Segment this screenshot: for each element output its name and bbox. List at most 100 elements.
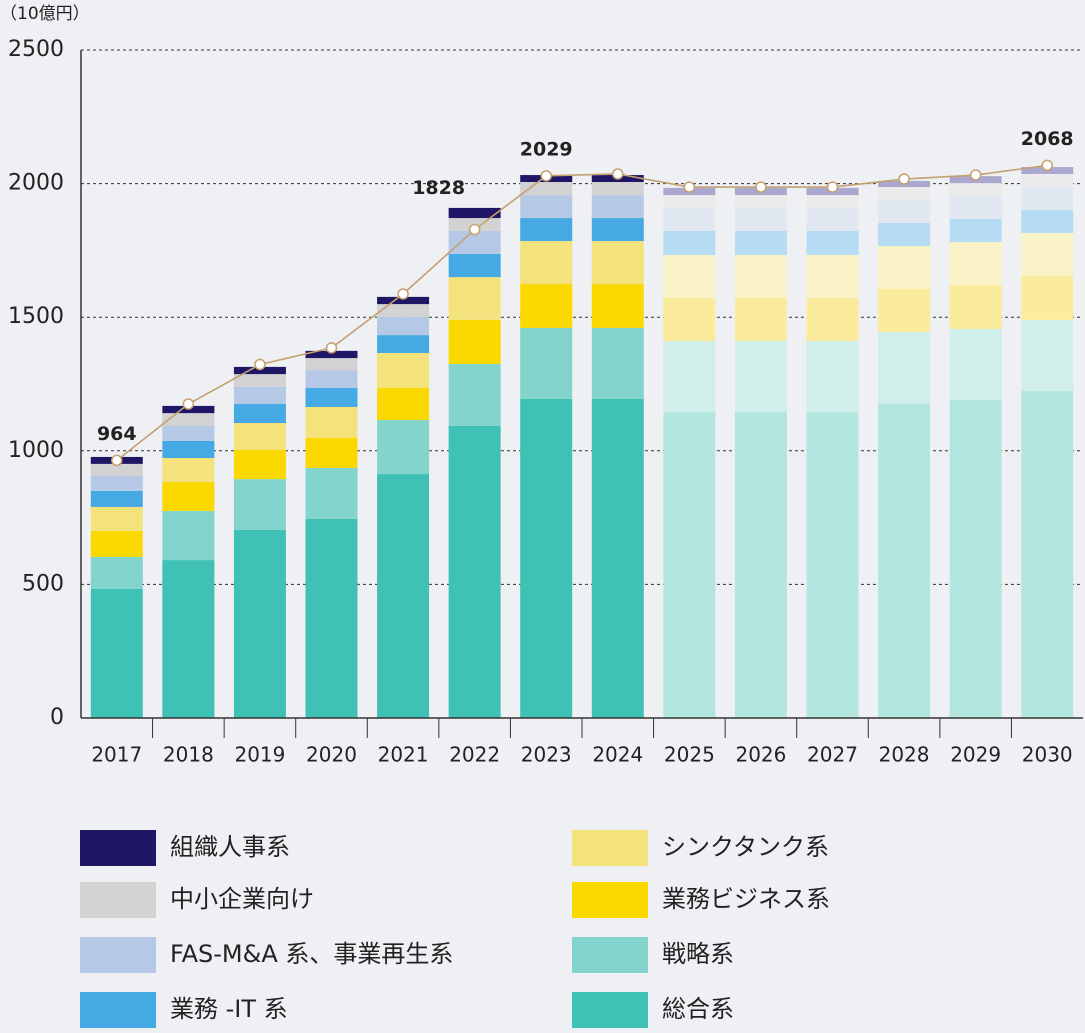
x-tick-label: 2024 [592,743,643,767]
bar-segment [233,529,286,718]
bar-segment [520,218,573,242]
x-tick-label: 2020 [306,743,357,767]
bar-segment [377,353,430,389]
bar-segment [1021,173,1074,188]
bar-segment [806,340,859,413]
line-point [325,342,338,354]
legend-label: 組織人事系 [170,833,290,861]
bar-segment [591,327,644,399]
bar-segment [806,297,859,341]
bar-segment [448,230,501,254]
bar-segment [377,316,430,336]
bar-segment [1021,319,1074,391]
bar-segment [663,297,716,341]
bar-segment [878,331,931,405]
bar-segment [520,398,573,718]
total-line [116,164,1048,462]
x-tick-label: 2019 [234,743,285,767]
x-tick-label: 2026 [735,743,786,767]
legend-swatch [80,992,156,1028]
legend-label: 業務ビジネス系 [662,885,830,913]
bar-segment [520,195,573,219]
bar-segment [377,296,430,305]
x-tick-label: 2028 [879,743,930,767]
bar-segment [734,412,787,718]
bar-segment [448,207,501,219]
bar-segment [949,328,1002,401]
bar-segment [734,254,787,298]
bar-segment [90,463,143,476]
bar-segment [878,288,931,332]
bar-segment [377,304,430,317]
bar-segment [591,218,644,242]
bar-segment [305,437,358,468]
y-tick-label: 1500 [8,304,64,329]
bar-segment [806,412,859,718]
bar-segment [233,366,286,375]
bar-segment [878,199,931,223]
bar-segment [949,183,1002,196]
legend-label: 中小企業向け [170,885,314,913]
x-tick-label: 2017 [91,743,142,767]
line-point [969,169,982,181]
line-point [1041,159,1053,172]
y-tick-label: 0 [50,705,64,730]
bar-segment [734,340,787,413]
bar-segment [162,440,215,459]
bar-segment [520,284,573,328]
line-point [683,181,696,193]
bar-segment [233,404,286,424]
bar-segment [591,241,644,285]
line-point [898,173,910,185]
legend-swatch [80,937,156,973]
x-tick-label: 2029 [950,743,1001,767]
bar-segment [90,588,143,718]
bar-segment [305,370,358,389]
x-tick-label: 2018 [163,743,214,767]
y-tick-label: 1000 [8,438,64,463]
bar-segment [806,207,859,231]
bar-segment [90,475,143,491]
bar-segment [949,218,1002,243]
bar-segment [663,195,716,208]
bar-segment [233,374,286,387]
bar-segment [305,388,358,407]
bar-segment [663,340,716,413]
bar-segment [734,297,787,341]
legend-swatch [572,937,648,973]
value-label: 1828 [412,177,465,199]
bar-segment [663,254,716,298]
x-tick-label: 2027 [807,743,858,767]
bar-segment [162,413,215,426]
line-point [612,168,624,180]
legend-swatch [572,992,648,1028]
x-tick-label: 2025 [664,743,715,767]
x-tick-label: 2023 [521,743,572,767]
line-point [540,170,552,182]
bar-segment [591,284,644,328]
bar-segment [305,406,358,438]
bar-segment [806,195,859,208]
bar-segment [90,530,143,557]
x-tick-label: 2022 [449,743,500,767]
bar-segment [377,335,430,354]
bar-segment [233,386,286,405]
y-tick-label: 2000 [8,171,64,196]
value-label: 2068 [1021,128,1074,150]
bar-segment [878,246,931,289]
bar-segment [162,458,215,483]
legend-swatch [80,882,156,918]
bar-segment [448,319,501,364]
bar-segment [233,423,286,450]
x-tick-label: 2021 [378,743,429,767]
bar-segment [90,506,143,531]
bar-segment [162,560,215,718]
legend-label: 業務 -IT 系 [170,995,288,1023]
bar-segment [591,195,644,219]
bar-segment [1021,390,1074,718]
bar-segment [663,230,716,255]
bar-segment [162,425,215,441]
legend-label: 総合系 [662,995,734,1023]
